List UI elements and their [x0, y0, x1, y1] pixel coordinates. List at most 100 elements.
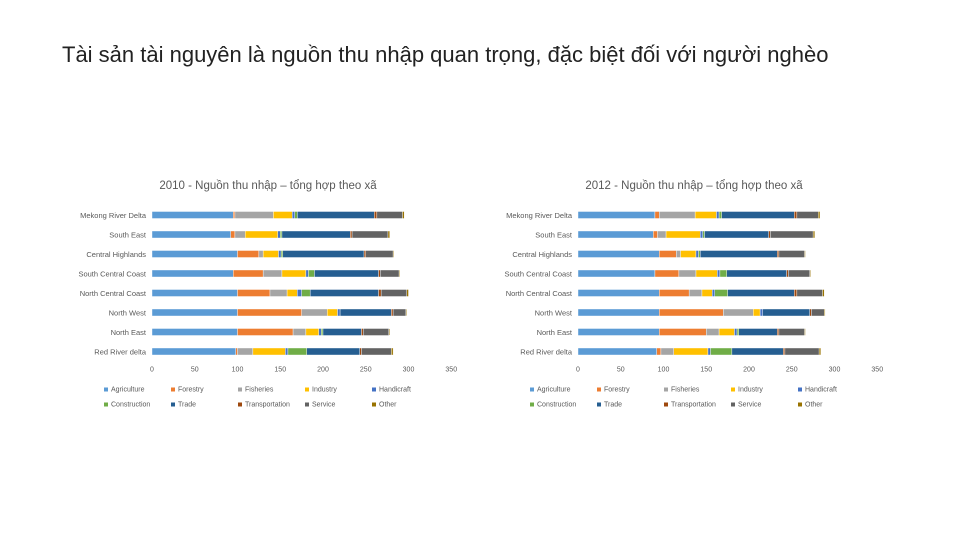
category-label-south-central-coast: South Central Coast: [504, 270, 572, 279]
bar-handicraft-red-river-delta: [285, 347, 289, 356]
x-tick-label: 150: [274, 367, 286, 374]
legend-label-fisheries: Fisheries: [671, 387, 700, 394]
bar-forestry-north-central-coast: [659, 289, 690, 297]
legend-swatch-fisheries: [238, 387, 242, 392]
bar-handicraft-south-east: [700, 230, 704, 239]
bar-other-mekong-river-delta: [402, 211, 405, 219]
legend-swatch-other: [372, 402, 376, 407]
x-tick-label: 0: [150, 367, 154, 374]
bar-construction-south-central-coast: [308, 269, 315, 278]
x-tick-label: 150: [700, 367, 712, 374]
bar-industry-central-highlands: [680, 250, 697, 258]
x-tick-label: 300: [829, 367, 841, 374]
bar-forestry-central-highlands: [237, 250, 260, 258]
legend-label-service: Service: [738, 402, 761, 409]
legend-label-other: Other: [379, 402, 397, 409]
bar-transportation-mekong-river-delta: [794, 211, 798, 219]
bar-forestry-south-east: [653, 230, 658, 239]
bar-construction-north-central-coast: [714, 289, 728, 297]
bar-trade-north-east: [738, 328, 778, 336]
bar-other-red-river-delta: [391, 347, 394, 356]
legend-label-other: Other: [805, 402, 823, 409]
bar-agriculture-south-east: [151, 230, 231, 239]
bar-other-mekong-river-delta: [818, 211, 821, 219]
bar-trade-south-central-coast: [726, 269, 787, 278]
bar-agriculture-north-east: [151, 328, 238, 336]
bar-other-red-river-delta: [818, 347, 822, 356]
category-label-red-river-delta: Red River delta: [94, 348, 147, 357]
x-tick-label: 50: [617, 367, 625, 374]
bar-industry-south-central-coast: [695, 269, 718, 278]
bar-agriculture-north-east: [577, 328, 660, 336]
bar-industry-south-east: [244, 230, 278, 239]
bar-fisheries-red-river-delta: [660, 347, 674, 356]
x-tick-label: 0: [576, 367, 580, 374]
legend-label-transportation: Transportation: [245, 402, 290, 409]
bar-agriculture-south-east: [577, 230, 654, 239]
bar-agriculture-north-central-coast: [577, 289, 660, 297]
bar-other-south-central-coast: [398, 269, 401, 278]
bar-transportation-north-west: [391, 308, 394, 317]
legend-label-trade: Trade: [178, 402, 196, 409]
bar-handicraft-north-east: [734, 328, 738, 336]
bar-fisheries-south-east: [657, 230, 667, 239]
x-tick-label: 200: [743, 367, 755, 374]
bar-fisheries-north-west: [723, 308, 754, 317]
legend-swatch-other: [798, 402, 802, 407]
bar-other-north-west: [405, 308, 407, 317]
bar-construction-central-highlands: [698, 250, 701, 258]
x-tick-label: 200: [317, 367, 329, 374]
bar-construction-red-river-delta: [710, 347, 733, 356]
bar-handicraft-central-highlands: [278, 250, 282, 258]
bar-handicraft-red-river-delta: [707, 347, 711, 356]
legend-label-construction: Construction: [111, 402, 150, 409]
x-tick-label: 250: [360, 367, 372, 374]
bar-forestry-north-central-coast: [237, 289, 271, 297]
legend-swatch-handicraft: [798, 387, 802, 392]
legend-label-agriculture: Agriculture: [537, 387, 571, 394]
bar-handicraft-south-east: [277, 230, 281, 239]
x-tick-label: 350: [445, 367, 457, 374]
bar-trade-central-highlands: [282, 250, 365, 258]
bar-trade-red-river-delta: [731, 347, 784, 356]
category-label-mekong-river-delta: Mekong River Delta: [80, 211, 147, 220]
bar-forestry-north-west: [659, 308, 724, 317]
chart-title: 2012 - Nguồn thu nhập – tổng hợp theo xã: [585, 180, 803, 192]
category-label-north-central-coast: North Central Coast: [506, 289, 573, 298]
bar-agriculture-south-central-coast: [577, 269, 656, 278]
bar-transportation-mekong-river-delta: [374, 211, 378, 219]
legend-swatch-construction: [104, 402, 108, 407]
bar-handicraft-north-east: [318, 328, 322, 336]
bar-agriculture-north-central-coast: [151, 289, 238, 297]
bar-handicraft-south-central-coast: [305, 269, 309, 278]
bar-trade-south-central-coast: [314, 269, 379, 278]
bar-agriculture-mekong-river-delta: [577, 211, 656, 219]
chart-2010: 2010 - Nguồn thu nhập – tổng hợp theo xã…: [78, 180, 457, 409]
bar-trade-mekong-river-delta: [721, 211, 795, 219]
bar-service-north-west: [392, 308, 407, 317]
bar-service-north-east: [778, 328, 805, 336]
bar-fisheries-north-east: [292, 328, 307, 336]
category-label-north-east: North East: [111, 328, 147, 337]
bar-construction-mekong-river-delta: [294, 211, 298, 219]
bar-forestry-mekong-river-delta: [233, 211, 236, 219]
bar-other-central-highlands: [392, 250, 395, 258]
bar-forestry-red-river-delta: [235, 347, 238, 356]
legend-label-industry: Industry: [312, 387, 337, 394]
legend-swatch-service: [731, 402, 735, 407]
x-tick-label: 50: [191, 367, 199, 374]
bar-service-central-highlands: [778, 250, 805, 258]
bar-service-mekong-river-delta: [796, 211, 819, 219]
bar-fisheries-south-central-coast: [678, 269, 697, 278]
bar-construction-north-east: [736, 328, 739, 336]
bar-forestry-south-east: [230, 230, 236, 239]
bar-trade-red-river-delta: [306, 347, 360, 356]
x-tick-label: 350: [871, 367, 883, 374]
legend-swatch-transportation: [664, 402, 668, 407]
bar-transportation-north-east: [361, 328, 364, 336]
bar-trade-north-central-coast: [309, 289, 379, 297]
slide-title: Tài sản tài nguyên là nguồn thu nhập qua…: [62, 42, 829, 67]
bar-fisheries-mekong-river-delta: [659, 211, 696, 219]
legend-swatch-fisheries: [664, 387, 668, 392]
category-label-south-east: South East: [535, 231, 573, 240]
